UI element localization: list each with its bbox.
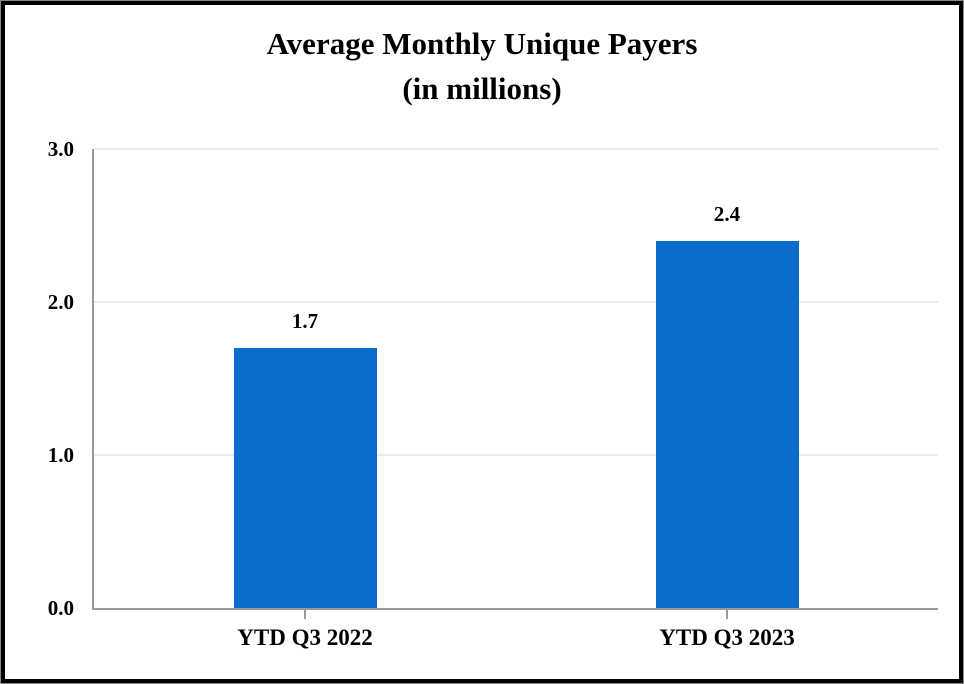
chart-title-line1: Average Monthly Unique Payers — [266, 26, 698, 61]
x-tick-mark-1 — [304, 610, 306, 619]
bar-value-label-2.4: 2.4 — [713, 201, 741, 226]
y-tick-label-1.0: 1.0 — [47, 443, 74, 467]
chart-title-line2: (in millions) — [402, 71, 562, 106]
y-tick-label-2.0: 2.0 — [47, 290, 74, 314]
chart-title: Average Monthly Unique Payers (in millio… — [5, 21, 959, 111]
x-category-label-1: YTD Q3 2022 — [237, 625, 373, 650]
x-tick-mark-2 — [726, 610, 728, 619]
y-tick-label-3.0: 3.0 — [47, 137, 74, 161]
bar-YTD Q3 2023 — [655, 240, 799, 608]
y-tick-label-0.0: 0.0 — [47, 596, 74, 620]
x-category-label-2: YTD Q3 2023 — [659, 625, 795, 650]
bar-value-label-1.7: 1.7 — [291, 308, 319, 333]
plot-area: 1.7 2.4 — [92, 148, 938, 610]
bar-YTD Q3 2022 — [233, 347, 377, 608]
gridline-y-1.0 — [94, 454, 938, 456]
gridline-y-3.0 — [94, 148, 938, 150]
gridline-y-2.0 — [94, 301, 938, 303]
